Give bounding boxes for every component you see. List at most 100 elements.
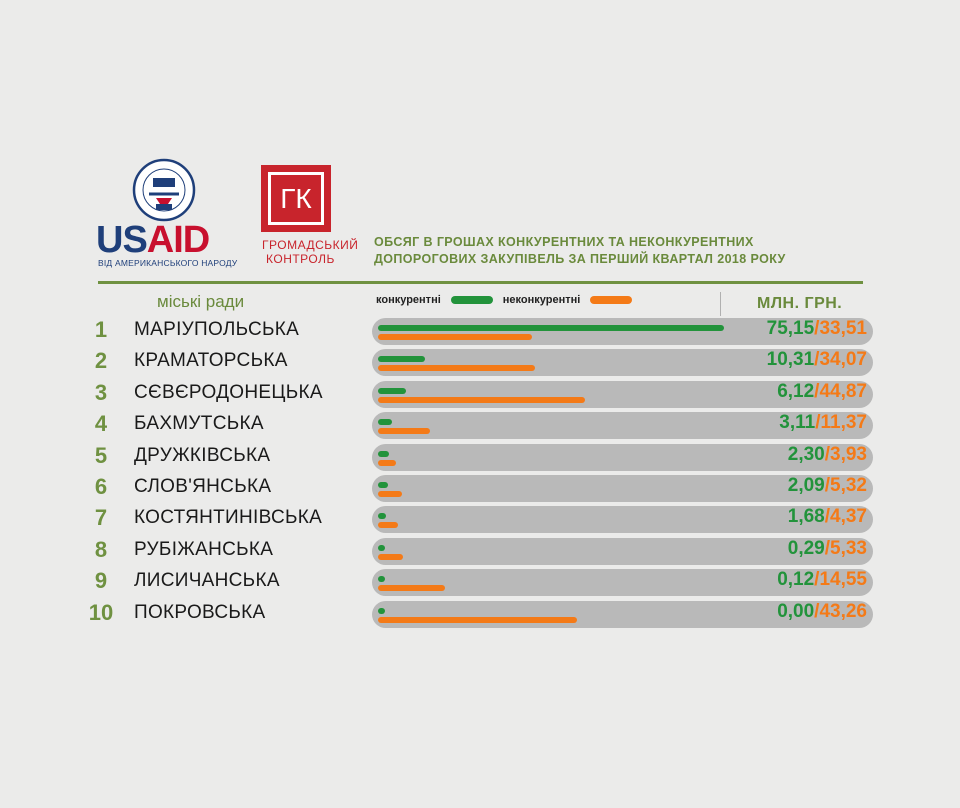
table-row: 10 ПОКРОВСЬКА 0,00/43,26 bbox=[0, 600, 960, 631]
value-noncompetitive: 44,87 bbox=[819, 380, 867, 402]
value-separator: / bbox=[824, 443, 831, 465]
bar-noncompetitive bbox=[378, 428, 431, 435]
legend-label-noncompetitive: неконкурентні bbox=[502, 294, 581, 306]
usaid-logo: USAID bbox=[96, 219, 210, 261]
value-competitive: 10,31 bbox=[766, 349, 815, 371]
table-row: 1 МАРІУПОЛЬСЬКА 75,15/33,51 bbox=[0, 317, 960, 348]
gk-mark: ГК bbox=[271, 175, 321, 222]
value-competitive: 6,12 bbox=[777, 380, 815, 402]
table-row: 6 СЛОВ'ЯНСЬКА 2,09/5,32 bbox=[0, 474, 960, 505]
value-noncompetitive: 34,07 bbox=[819, 349, 867, 371]
gk-name: ГРОМАДСЬКИЙ КОНТРОЛЬ bbox=[262, 238, 359, 266]
legend: конкурентні неконкурентні bbox=[376, 294, 642, 306]
value-competitive: 0,29 bbox=[787, 537, 825, 559]
rank-label: 7 bbox=[94, 505, 108, 531]
table-row: 9 ЛИСИЧАНСЬКА 0,12/14,55 bbox=[0, 568, 960, 599]
value-noncompetitive: 3,93 bbox=[830, 443, 867, 465]
gk-logo: ГК bbox=[261, 165, 331, 232]
value-noncompetitive: 33,51 bbox=[819, 318, 867, 339]
legend-divider bbox=[720, 292, 721, 316]
bar-competitive bbox=[378, 325, 724, 331]
category-label: ПОКРОВСЬКА bbox=[134, 601, 266, 623]
value-noncompetitive: 14,55 bbox=[819, 569, 867, 591]
value-separator: / bbox=[814, 600, 820, 622]
category-label: БАХМУТСЬКА bbox=[134, 413, 264, 435]
bar-competitive bbox=[378, 356, 426, 363]
bar-track bbox=[372, 537, 873, 565]
legend-swatch-noncompetitive bbox=[590, 296, 633, 304]
category-label: РУБІЖАНСЬКА bbox=[134, 538, 274, 560]
value-labels: 1,68/4,37 bbox=[788, 506, 867, 528]
bar-noncompetitive bbox=[378, 553, 403, 560]
rank-label: 6 bbox=[94, 474, 108, 499]
category-label: ДРУЖКІВСЬКА bbox=[134, 444, 271, 466]
category-label: КОСТЯНТИНІВСЬКА bbox=[134, 507, 323, 529]
table-row: 4 БАХМУТСЬКА 3,11/11,37 bbox=[0, 411, 960, 442]
category-label: СЄВЄРОДОНЕЦЬКА bbox=[134, 381, 323, 403]
bar-noncompetitive bbox=[378, 334, 533, 340]
header-rule bbox=[98, 281, 863, 284]
bar-competitive bbox=[378, 576, 385, 583]
bar-track bbox=[372, 569, 873, 597]
value-labels: 6,12/44,87 bbox=[777, 381, 867, 403]
category-label: КРАМАТОРСЬКА bbox=[134, 350, 288, 372]
bar-noncompetitive bbox=[378, 459, 397, 466]
bar-noncompetitive bbox=[378, 491, 403, 497]
table-row: 2 КРАМАТОРСЬКА 10,31/34,07 bbox=[0, 348, 960, 379]
bar-track bbox=[372, 443, 873, 471]
bar-competitive bbox=[378, 482, 388, 488]
bar-competitive bbox=[378, 387, 407, 394]
bar-noncompetitive bbox=[378, 522, 399, 529]
category-label: МАРІУПОЛЬСЬКА bbox=[134, 319, 300, 340]
value-noncompetitive: 4,37 bbox=[830, 506, 867, 528]
rank-label: 9 bbox=[94, 568, 108, 594]
value-separator: / bbox=[814, 569, 820, 591]
bar-noncompetitive bbox=[378, 585, 445, 592]
value-labels: 0,12/14,55 bbox=[777, 569, 867, 591]
value-labels: 10,31/34,07 bbox=[767, 349, 867, 371]
value-labels: 3,11/11,37 bbox=[779, 412, 867, 434]
bar-competitive bbox=[378, 607, 385, 614]
category-label: СЛОВ'ЯНСЬКА bbox=[134, 476, 272, 497]
bar-noncompetitive bbox=[378, 616, 578, 623]
unit-label: МЛН. ГРН. bbox=[757, 295, 843, 312]
value-noncompetitive: 5,32 bbox=[830, 475, 867, 496]
value-noncompetitive: 43,26 bbox=[819, 600, 867, 622]
rank-label: 10 bbox=[88, 599, 114, 625]
value-competitive: 0,12 bbox=[777, 569, 815, 591]
value-noncompetitive: 5,33 bbox=[830, 537, 867, 559]
bar-track bbox=[372, 349, 873, 377]
bar-track bbox=[372, 412, 873, 440]
bar-competitive bbox=[378, 419, 393, 426]
chart-title: ОБСЯГ В ГРОШАХ КОНКУРЕНТНИХ ТА НЕКОНКУРЕ… bbox=[374, 235, 786, 266]
value-competitive: 75,15 bbox=[766, 318, 815, 339]
bar-track bbox=[372, 318, 873, 345]
value-separator: / bbox=[824, 537, 831, 559]
value-separator: / bbox=[814, 380, 820, 402]
value-separator: / bbox=[824, 475, 831, 496]
value-labels: 75,15/33,51 bbox=[767, 318, 867, 340]
value-labels: 2,30/3,93 bbox=[788, 444, 867, 466]
bar-competitive bbox=[378, 544, 385, 551]
value-competitive: 3,11 bbox=[779, 412, 816, 434]
value-labels: 0,29/5,33 bbox=[788, 538, 867, 560]
bar-noncompetitive bbox=[378, 365, 535, 372]
legend-label-competitive: конкурентні bbox=[376, 294, 441, 306]
table-row: 3 СЄВЄРОДОНЕЦЬКА 6,12/44,87 bbox=[0, 380, 960, 411]
rank-label: 5 bbox=[94, 442, 108, 468]
table-row: 7 КОСТЯНТИНІВСЬКА 1,68/4,37 bbox=[0, 505, 960, 536]
value-competitive: 0,00 bbox=[777, 600, 815, 622]
category-header: міські ради bbox=[157, 292, 245, 311]
table-row: 8 РУБІЖАНСЬКА 0,29/5,33 bbox=[0, 537, 960, 568]
value-separator: / bbox=[814, 318, 820, 339]
rank-label: 1 bbox=[94, 317, 108, 342]
table-row: 5 ДРУЖКІВСЬКА 2,30/3,93 bbox=[0, 443, 960, 474]
category-label: ЛИСИЧАНСЬКА bbox=[134, 570, 280, 592]
legend-swatch-competitive bbox=[450, 296, 493, 304]
value-separator: / bbox=[815, 412, 821, 434]
bar-track bbox=[372, 506, 873, 534]
value-noncompetitive: 11,37 bbox=[820, 412, 868, 434]
bar-competitive bbox=[378, 513, 386, 520]
bar-noncompetitive bbox=[378, 396, 585, 403]
bar-track bbox=[372, 380, 873, 408]
